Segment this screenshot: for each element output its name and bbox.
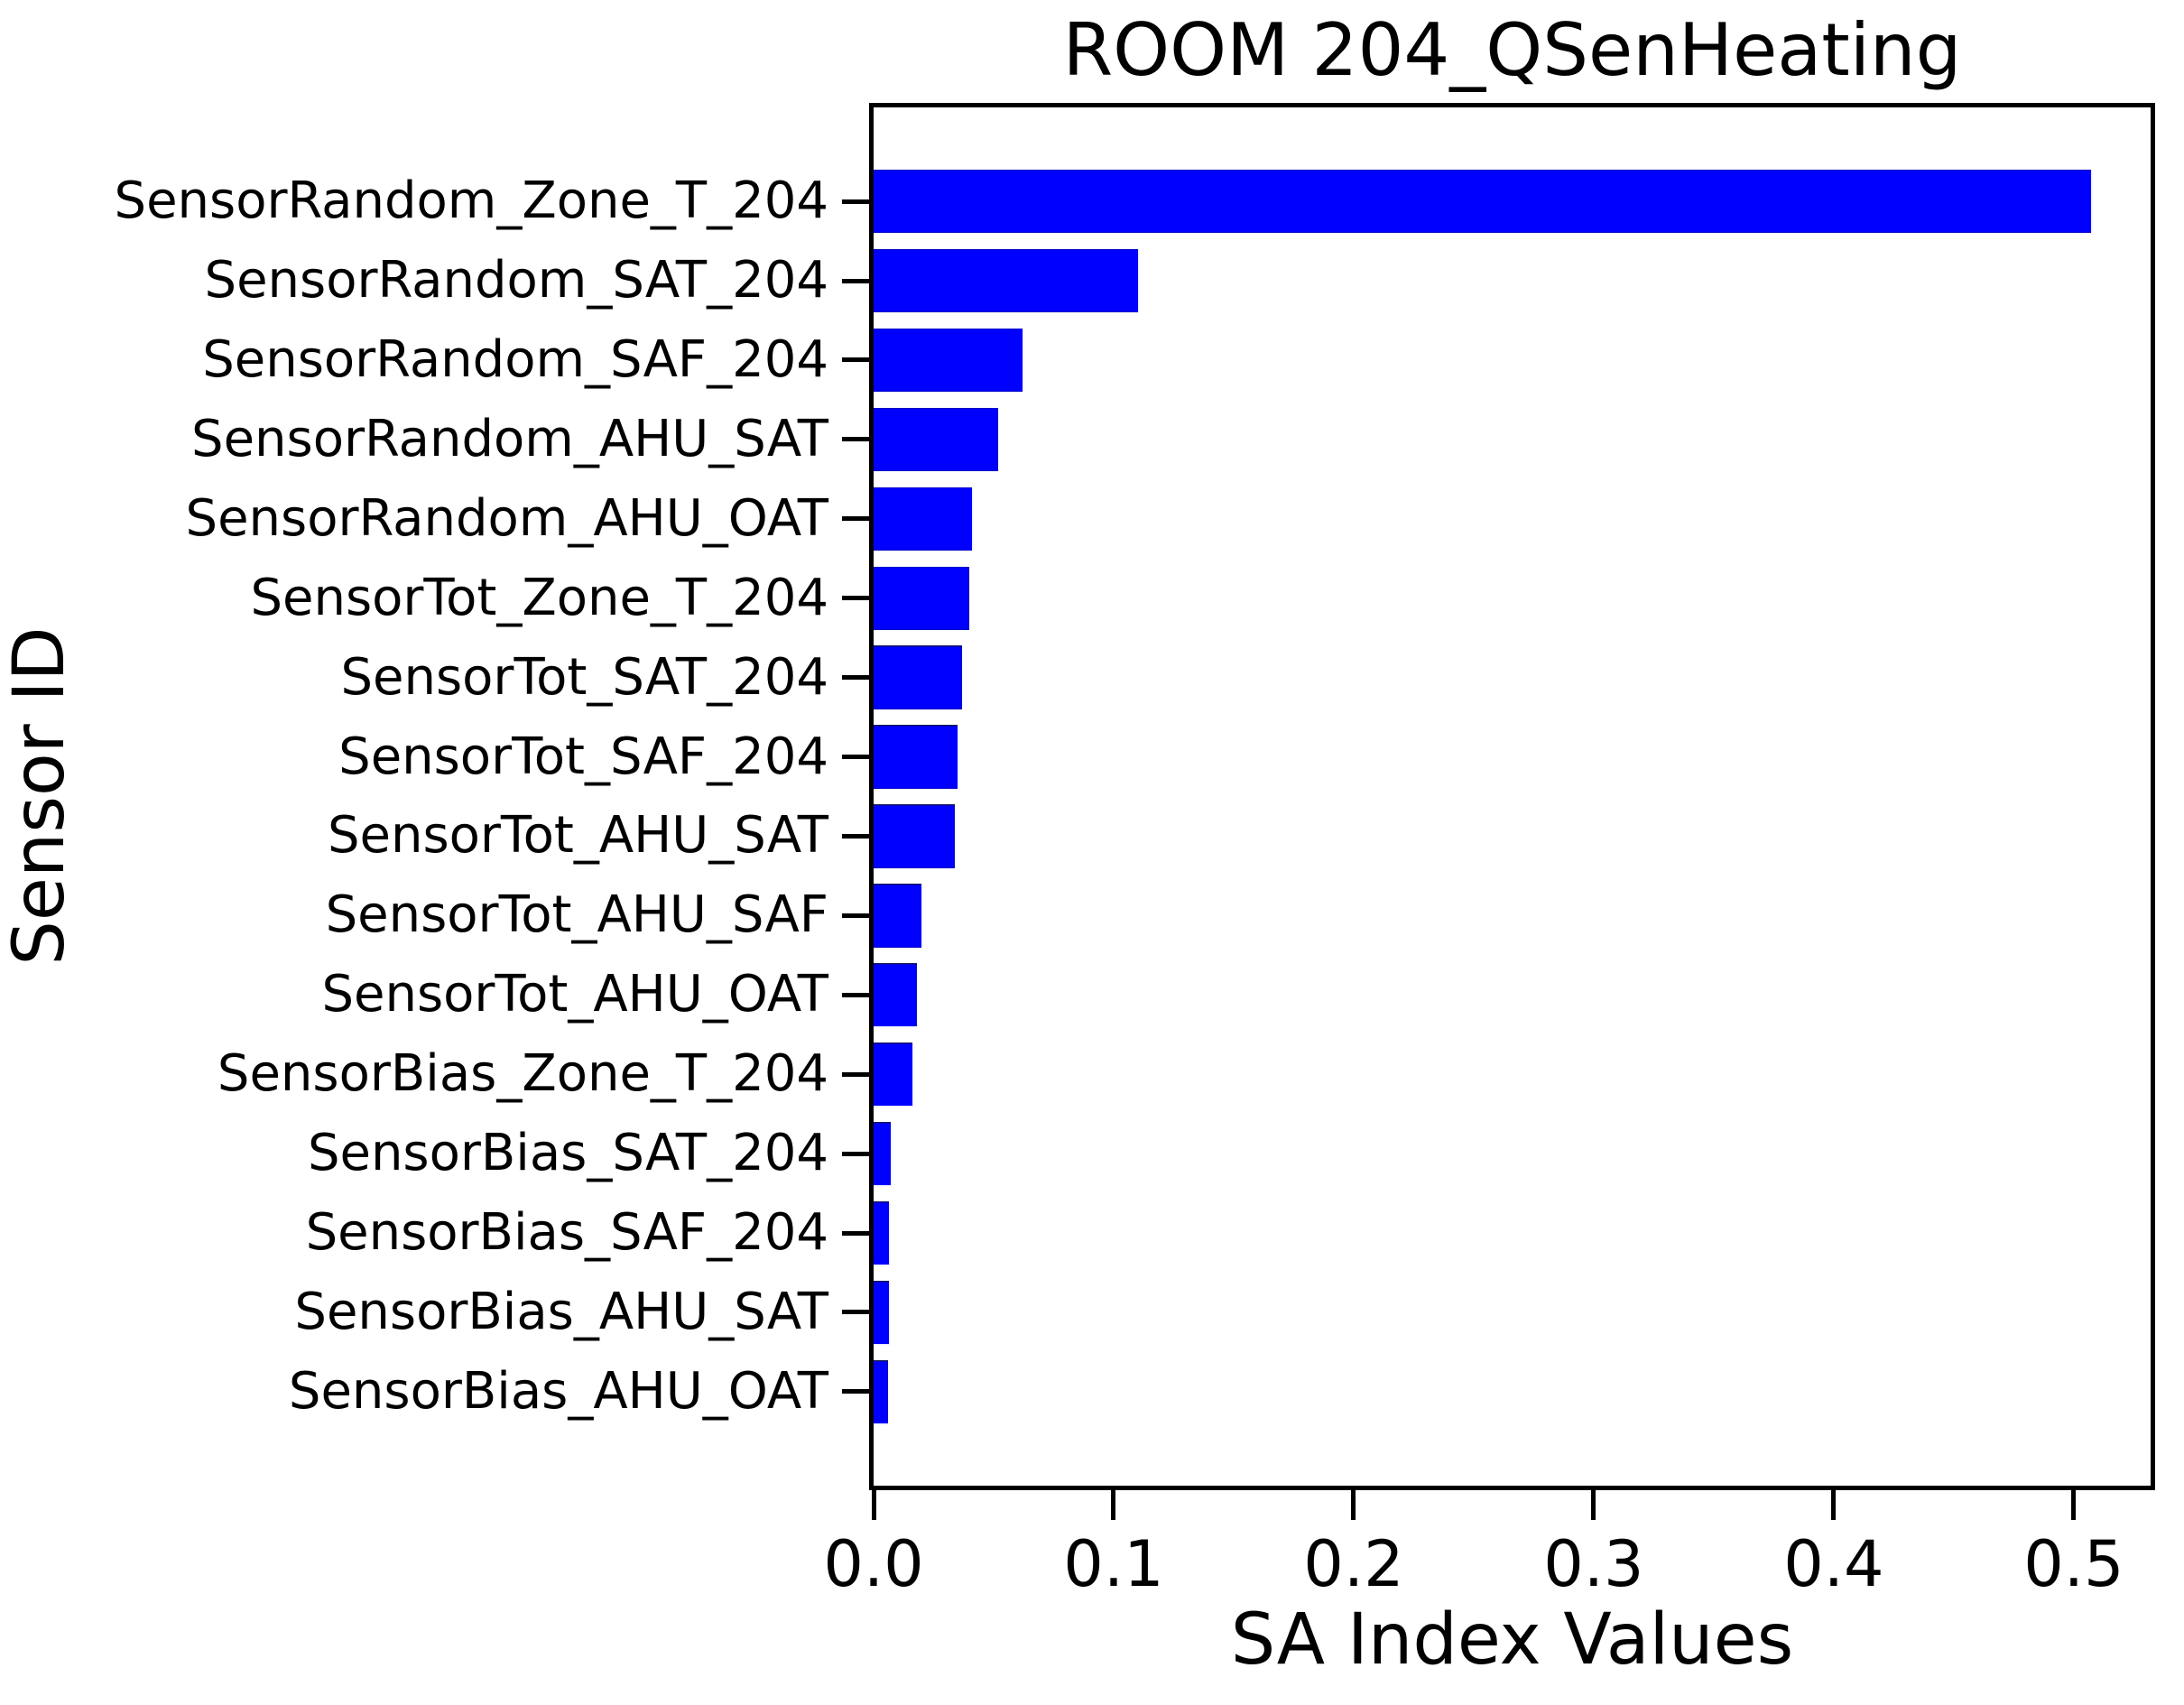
y-axis-title: Sensor ID	[0, 626, 80, 966]
x-tick-label: 0.3	[1543, 1527, 1644, 1601]
y-tick-mark	[842, 675, 869, 681]
y-tick-mark	[842, 357, 869, 363]
bar	[874, 725, 958, 789]
bar	[874, 407, 999, 472]
y-tick-label: SensorTot_SAT_204	[340, 647, 828, 707]
y-tick-mark	[842, 992, 869, 997]
y-tick-label: SensorBias_Zone_T_204	[217, 1044, 828, 1104]
y-tick-label: SensorRandom_AHU_OAT	[185, 488, 828, 548]
y-tick-label: SensorRandom_AHU_SAT	[191, 409, 828, 468]
x-tick-mark	[1831, 1490, 1837, 1520]
bar	[874, 1121, 891, 1186]
y-tick-label: SensorRandom_SAF_204	[202, 329, 828, 389]
bar	[874, 170, 2091, 234]
y-tick-label: SensorBias_SAF_204	[305, 1203, 828, 1262]
bar	[874, 804, 956, 868]
y-tick-label: SensorBias_SAT_204	[307, 1124, 828, 1183]
x-tick-mark	[1111, 1490, 1116, 1520]
y-tick-label: SensorTot_AHU_SAT	[327, 806, 828, 866]
y-tick-mark	[842, 437, 869, 442]
bar	[874, 328, 1023, 393]
y-tick-label: SensorBias_AHU_OAT	[288, 1361, 828, 1421]
bar	[874, 645, 963, 709]
bar	[874, 486, 973, 551]
y-tick-mark	[842, 516, 869, 522]
y-tick-mark	[842, 833, 869, 839]
x-axis-title: SA Index Values	[1230, 1599, 1794, 1681]
y-tick-mark	[842, 1389, 869, 1395]
y-tick-label: SensorTot_AHU_OAT	[321, 965, 828, 1024]
bar	[874, 884, 922, 948]
x-tick-label: 0.0	[823, 1527, 924, 1601]
y-tick-mark	[842, 1071, 869, 1077]
y-tick-label: SensorBias_AHU_SAT	[294, 1282, 828, 1341]
bar	[874, 248, 1138, 313]
y-tick-mark	[842, 1230, 869, 1236]
bar	[874, 566, 970, 630]
y-tick-label: SensorTot_Zone_T_204	[250, 568, 828, 627]
y-tick-mark	[842, 1151, 869, 1156]
y-tick-label: SensorRandom_SAT_204	[204, 251, 828, 310]
y-tick-mark	[842, 278, 869, 283]
x-tick-label: 0.4	[1783, 1527, 1884, 1601]
y-tick-label: SensorTot_AHU_SAF	[325, 885, 828, 945]
bar	[874, 963, 917, 1027]
bar	[874, 1200, 890, 1265]
x-tick-label: 0.1	[1063, 1527, 1164, 1601]
bar	[874, 1042, 912, 1107]
y-tick-mark	[842, 199, 869, 204]
y-tick-mark	[842, 1310, 869, 1315]
x-tick-mark	[1351, 1490, 1356, 1520]
plot-area	[869, 103, 2155, 1490]
x-tick-mark	[2071, 1490, 2077, 1520]
x-tick-label: 0.2	[1303, 1527, 1404, 1601]
x-tick-label: 0.5	[2023, 1527, 2124, 1601]
y-tick-mark	[842, 596, 869, 601]
bar	[874, 1280, 890, 1345]
x-tick-mark	[1591, 1490, 1596, 1520]
y-tick-label: SensorRandom_Zone_T_204	[114, 171, 828, 231]
y-tick-mark	[842, 913, 869, 918]
bar	[874, 1359, 888, 1423]
y-tick-label: SensorTot_SAF_204	[338, 727, 828, 786]
y-tick-mark	[842, 755, 869, 760]
x-tick-mark	[871, 1490, 876, 1520]
chart-title: ROOM 204_QSenHeating	[1062, 8, 1962, 92]
